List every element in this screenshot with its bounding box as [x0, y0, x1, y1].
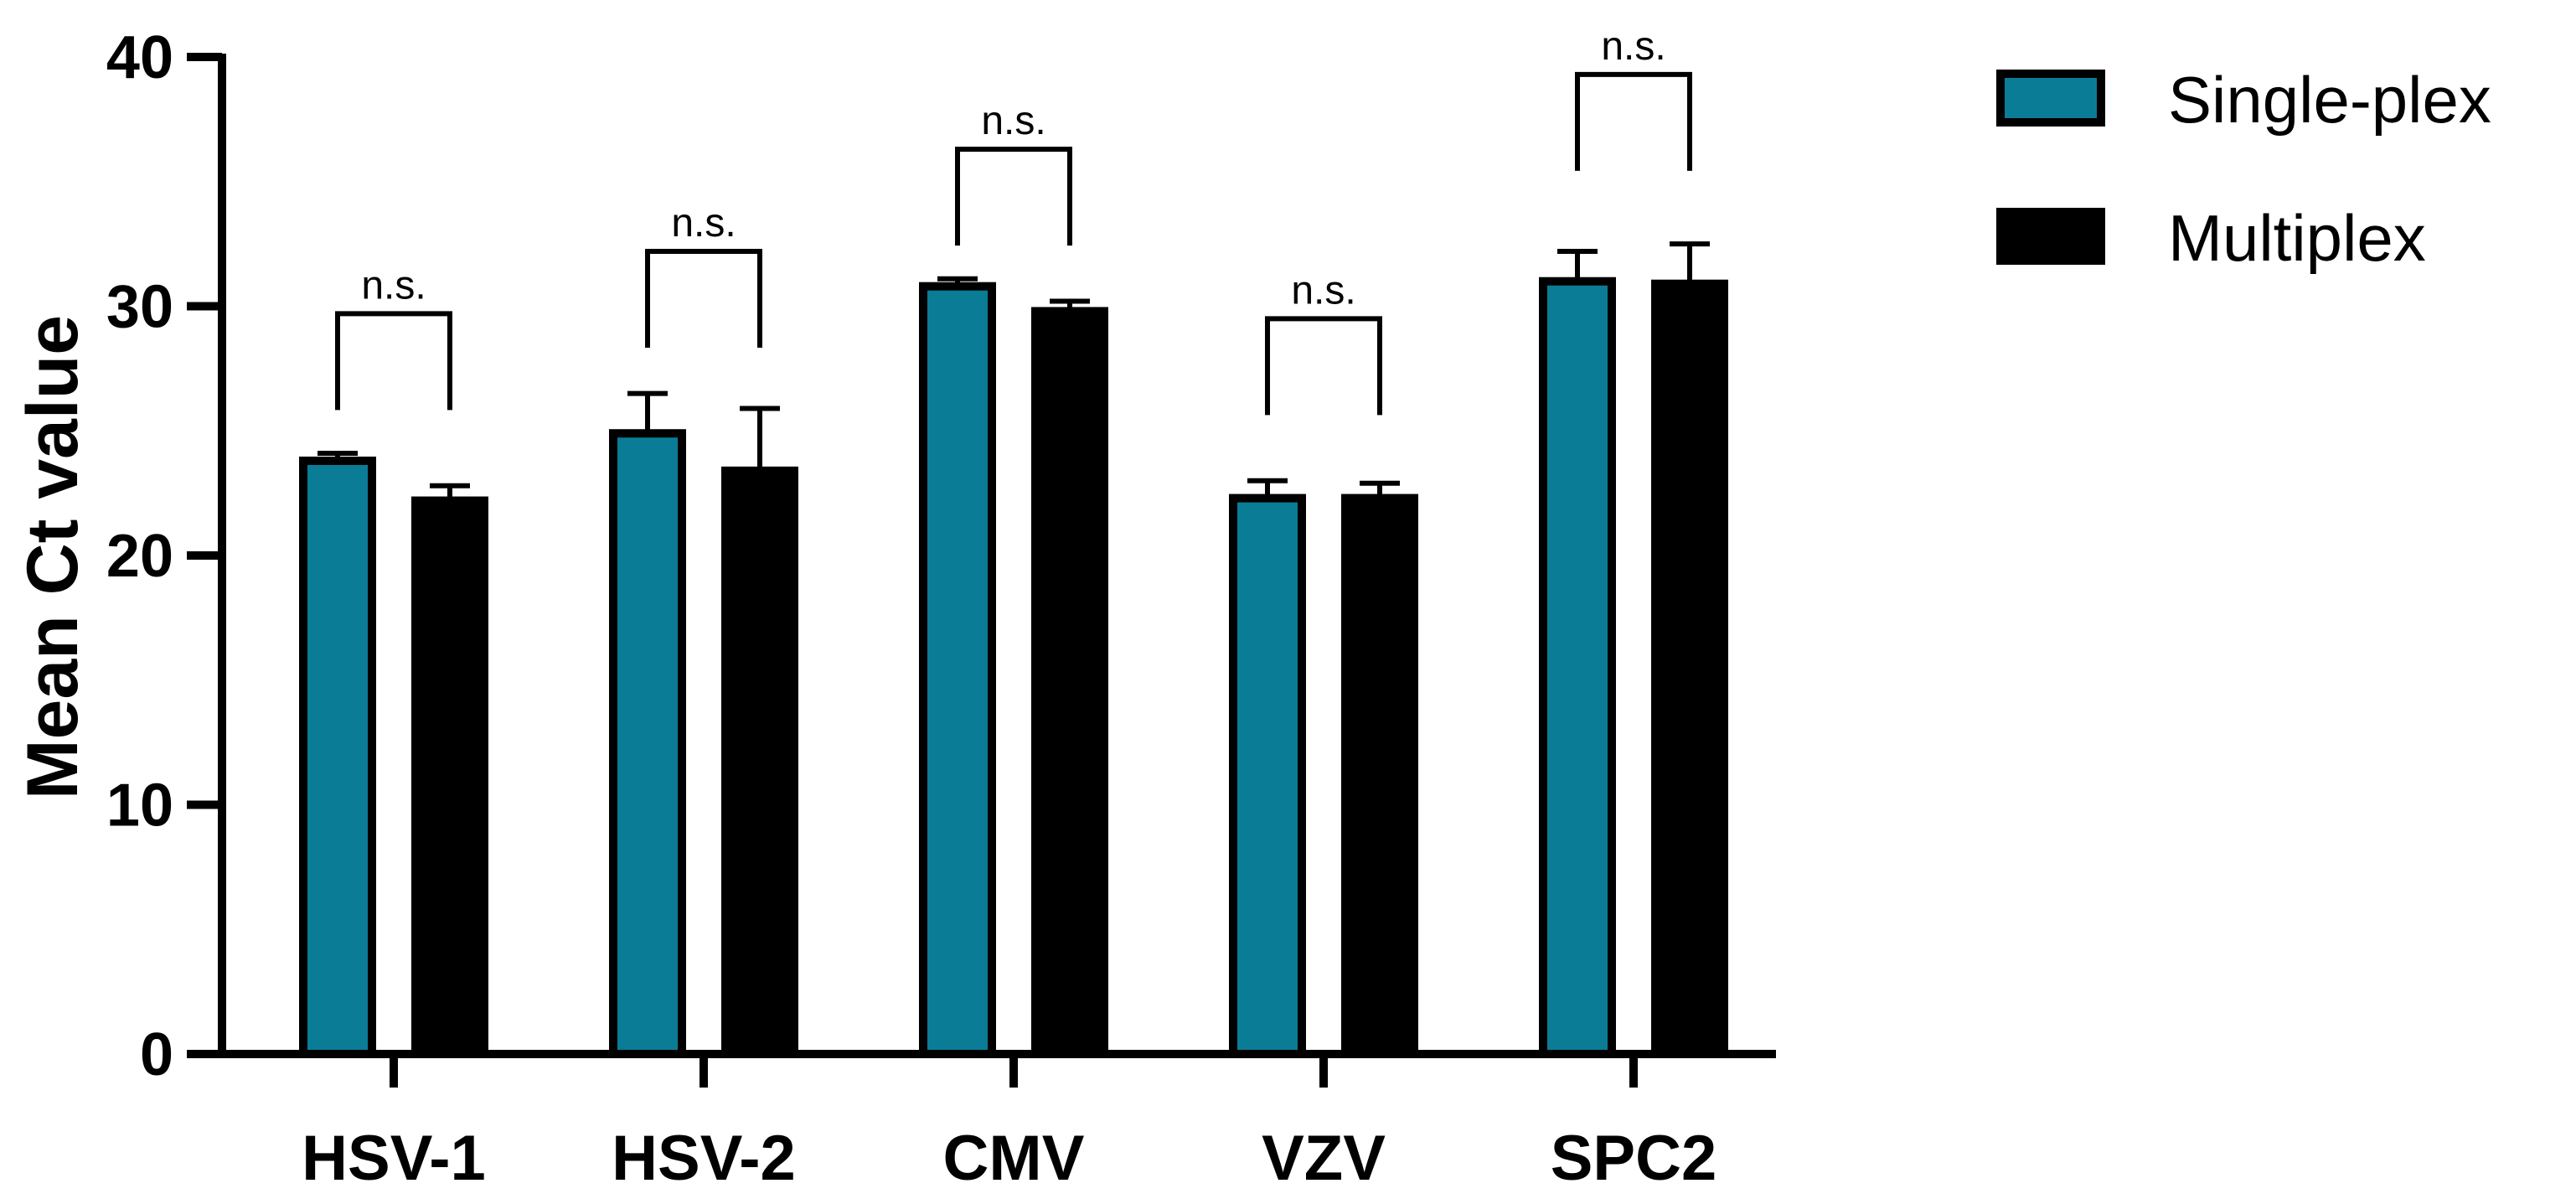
significance-label-cmv: n.s.: [981, 99, 1045, 143]
y-axis-title: Mean Ct value: [13, 315, 93, 799]
legend-label-multiplex: Multiplex: [2168, 201, 2426, 275]
significance-bracket-spc2: [1575, 71, 1692, 171]
y-tick-label-40: 40: [106, 24, 173, 91]
bar-multiplex-cmv: [1031, 307, 1108, 1058]
x-tick-label-cmv: CMV: [943, 1123, 1085, 1194]
bar-single-plex-spc2: [1539, 276, 1616, 1058]
legend-label-single-plex: Single-plex: [2168, 63, 2491, 137]
x-tick-label-hsv-1: HSV-1: [302, 1123, 486, 1194]
y-tick-label-30: 30: [106, 274, 173, 341]
significance-label-hsv-1: n.s.: [361, 263, 426, 307]
x-tick-label-vzv: VZV: [1262, 1123, 1386, 1194]
bar-multiplex-vzv: [1341, 493, 1418, 1058]
significance-bracket-cmv: [955, 147, 1072, 246]
significance-bracket-hsv-1: [335, 311, 452, 411]
significance-label-vzv: n.s.: [1291, 268, 1355, 313]
bar-single-plex-vzv: [1229, 493, 1306, 1058]
y-tick-label-10: 10: [106, 773, 173, 840]
significance-bracket-hsv-2: [645, 249, 762, 349]
y-tick-label-20: 20: [106, 523, 173, 590]
x-tick-label-spc2: SPC2: [1551, 1123, 1717, 1194]
bar-multiplex-hsv-1: [411, 496, 488, 1058]
x-tick-label-hsv-2: HSV-2: [612, 1123, 796, 1194]
significance-bracket-vzv: [1265, 316, 1382, 416]
bar-single-plex-hsv-2: [609, 429, 686, 1058]
y-tick-label-0: 0: [140, 1021, 173, 1088]
bar-single-plex-hsv-1: [299, 456, 376, 1058]
bar-multiplex-hsv-2: [721, 466, 798, 1058]
significance-label-spc2: n.s.: [1601, 24, 1665, 69]
legend-swatch-multiplex: [1996, 208, 2105, 265]
significance-label-hsv-2: n.s.: [671, 201, 736, 245]
legend-swatch-single-plex: [1996, 70, 2105, 127]
bar-multiplex-spc2: [1651, 279, 1728, 1059]
bar-single-plex-cmv: [919, 282, 996, 1058]
